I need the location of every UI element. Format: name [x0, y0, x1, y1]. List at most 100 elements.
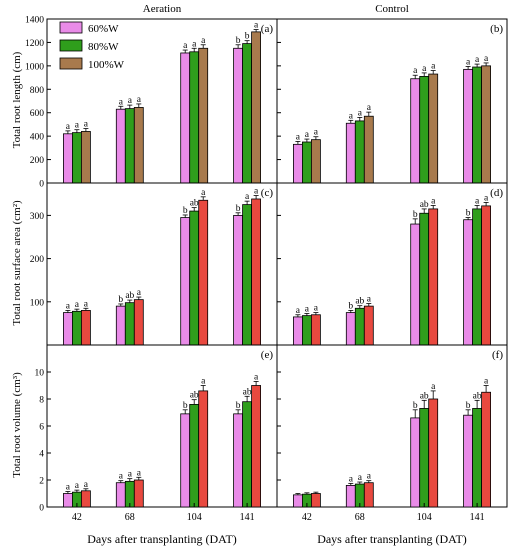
legend-swatch-80w	[59, 39, 83, 52]
significance-letter: a	[254, 187, 259, 197]
significance-letter: a	[484, 377, 489, 387]
bar-100pctW-42	[310, 493, 321, 508]
significance-letter: b	[118, 295, 123, 305]
bar-80pctW-141	[472, 408, 483, 508]
bar-80pctW-104	[189, 51, 200, 184]
significance-letter: a	[431, 196, 436, 206]
significance-letter: a	[119, 97, 124, 107]
bar-60pctW-68	[115, 305, 126, 346]
legend-label-100w: 100%W	[88, 59, 125, 71]
bar-80pctW-141	[242, 204, 253, 346]
bar-60pctW-42	[63, 312, 73, 346]
significance-letter: a	[305, 130, 310, 140]
significance-letter: a	[367, 103, 372, 113]
x-tick-label: 42	[72, 512, 82, 523]
panel-label: (f)	[492, 349, 503, 361]
x-axis-title-right: Days after transplanting (DAT)	[317, 532, 467, 546]
panel-label: (c)	[261, 187, 274, 199]
significance-letter: b	[183, 401, 188, 411]
panel-b: (b)a a aa aaa a a a a a	[276, 18, 508, 184]
significance-letter: a	[349, 111, 354, 121]
significance-letter: b	[183, 206, 188, 216]
bar-80pctW-68	[354, 120, 365, 184]
significance-letter: a	[183, 41, 188, 51]
bar-80pctW-68	[124, 302, 135, 346]
significance-letter: a	[466, 57, 471, 67]
significance-letter: b	[413, 401, 418, 411]
legend-label-60w: 60%W	[88, 23, 119, 35]
bar-100pctW-68	[363, 482, 374, 508]
significance-letter: ab	[190, 199, 199, 209]
significance-letter: b	[245, 32, 250, 42]
significance-letter: b	[236, 401, 241, 411]
significance-letter: a	[137, 288, 142, 298]
y-tick-label: 4	[39, 450, 44, 460]
significance-letter: a	[245, 192, 250, 202]
bar-80pctW-42	[72, 310, 82, 346]
y-tick-label: 6	[39, 423, 44, 433]
y-tick-label: 0	[39, 504, 44, 514]
bar-80pctW-141	[242, 401, 253, 508]
bar-100pctW-104	[428, 398, 439, 508]
bar-100pctW-104	[428, 208, 439, 346]
bar-60pctW-104	[410, 78, 421, 184]
significance-letter: a	[254, 372, 259, 382]
bar-80pctW-104	[419, 408, 430, 508]
significance-letter: a	[84, 299, 89, 309]
significance-letter: ab	[420, 200, 429, 210]
significance-letter: a	[66, 122, 71, 132]
significance-letter: a	[296, 306, 301, 316]
bar-60pctW-42	[292, 143, 303, 184]
y-tick-label: 100	[30, 298, 45, 308]
bar-100pctW-42	[81, 310, 91, 346]
significance-letter: a	[75, 481, 80, 491]
bar-60pctW-42	[63, 493, 73, 508]
bar-80pctW-42	[301, 141, 312, 184]
significance-letter: a	[484, 193, 489, 203]
bar-60pctW-104	[180, 52, 191, 184]
bar-60pctW-141	[463, 414, 474, 508]
significance-letter: a	[75, 121, 80, 131]
y-tick-label: 10	[35, 369, 45, 379]
significance-letter: a	[475, 196, 480, 206]
col-title-control: Control	[375, 3, 409, 15]
bar-60pctW-68	[115, 482, 126, 508]
bar-100pctW-42	[310, 314, 321, 346]
significance-letter: b	[466, 401, 471, 411]
significance-letter: a	[137, 468, 142, 478]
bar-60pctW-104	[410, 417, 421, 508]
significance-letter: a	[367, 295, 372, 305]
bar-80pctW-68	[354, 307, 365, 346]
significance-letter: a	[475, 55, 480, 65]
significance-letter: b	[466, 209, 471, 219]
significance-letter: b	[236, 36, 241, 46]
y-axis-title-volume: Total root volume (cm³)	[11, 372, 23, 478]
y-tick-label: 300	[30, 212, 45, 222]
bar-60pctW-104	[180, 413, 191, 508]
bar-60pctW-141	[463, 219, 474, 346]
legend: 60%W 80%W 100%W	[59, 21, 125, 71]
significance-letter: a	[128, 96, 133, 106]
x-tick-label: 42	[302, 512, 312, 523]
x-tick-label: 141	[240, 512, 255, 523]
bar-100pctW-68	[363, 115, 374, 184]
bar-100pctW-104	[428, 73, 439, 184]
bar-60pctW-68	[345, 484, 356, 508]
legend-swatch-60w	[59, 21, 83, 34]
significance-letter: a	[137, 95, 142, 105]
bar-80pctW-104	[419, 76, 430, 184]
bar-60pctW-141	[463, 68, 474, 184]
bar-60pctW-68	[345, 312, 356, 346]
significance-letter: a	[358, 108, 363, 118]
significance-letter: a	[431, 382, 436, 392]
significance-letter: a	[201, 36, 206, 46]
significance-letter: ab	[420, 391, 429, 401]
y-tick-label: 1400	[25, 16, 44, 26]
bar-100pctW-68	[363, 305, 374, 346]
bar-60pctW-68	[345, 122, 356, 184]
bar-100pctW-42	[81, 131, 91, 184]
